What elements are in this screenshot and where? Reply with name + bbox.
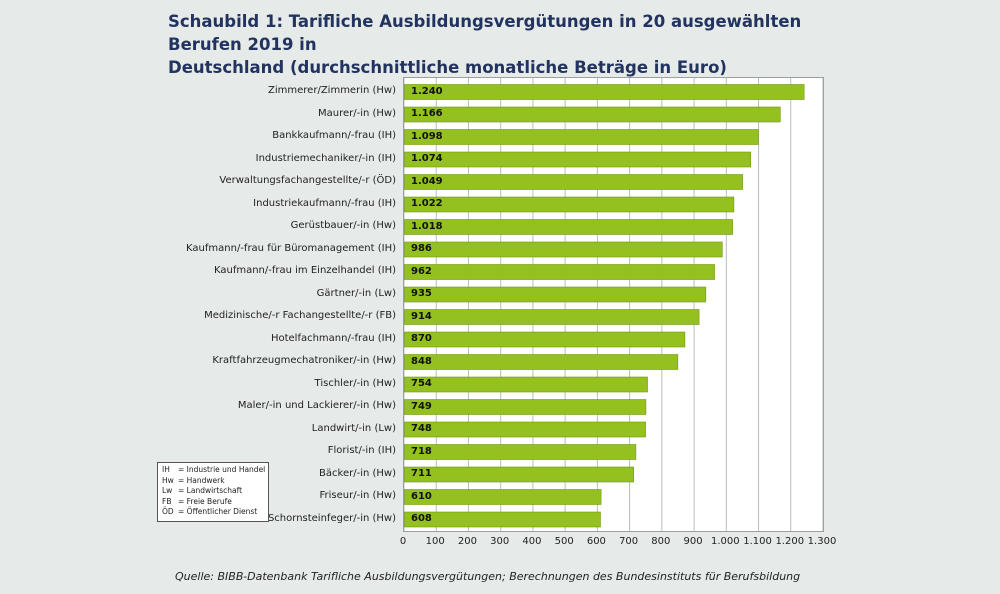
bar-value-label: 914 xyxy=(411,310,432,322)
legend-entry: ÖD = Öffentlicher Dienst xyxy=(162,507,264,518)
bar xyxy=(404,286,707,303)
bar-value-label: 754 xyxy=(411,378,432,389)
bar-value-label: 711 xyxy=(411,468,432,479)
bar xyxy=(404,331,686,348)
bar xyxy=(404,174,743,190)
legend-entry: IH = Industrie und Handel xyxy=(162,465,266,476)
chart-title: Schaubild 1: Tarifliche Ausbildungsvergü… xyxy=(168,10,868,79)
category-label: Bankkaufmann/-frau (IH) xyxy=(272,130,396,141)
legend-abbreviation: ÖD xyxy=(162,507,174,516)
bar-value-label: 748 xyxy=(411,423,432,434)
abbreviation-legend: IH = Industrie und Handel Hw = Handwerk Lw = … xyxy=(157,462,269,522)
bar xyxy=(404,399,647,415)
bar xyxy=(404,511,601,528)
bar-value-label: 986 xyxy=(411,243,432,254)
bar xyxy=(404,444,637,460)
category-label: Kaufmann/-frau im Einzelhandel (IH) xyxy=(213,265,396,276)
x-tick-label: 800 xyxy=(651,536,671,547)
bar-value-label: 1.018 xyxy=(411,220,443,232)
x-tick-label: 1.000 xyxy=(710,536,740,547)
bar xyxy=(404,196,735,213)
bar-value-label: 718 xyxy=(411,445,432,457)
legend-text: = Handwerk xyxy=(178,475,225,485)
bar xyxy=(404,151,751,168)
bar-value-label: 1.240 xyxy=(411,85,443,97)
bar xyxy=(404,421,646,438)
category-label: Zimmerer/Zimmerin (Hw) xyxy=(268,85,396,96)
category-label: Bäcker/-in (Hw) xyxy=(319,467,396,479)
bar-value-label: 935 xyxy=(411,288,432,299)
category-label: Schornsteinfeger/-in (Hw) xyxy=(267,512,396,524)
legend-entry: FB = Freie Berufe xyxy=(162,497,264,508)
category-label: Gärtner/-in (Lw) xyxy=(316,287,396,299)
category-label: Gerüstbauer/-in (Hw) xyxy=(290,220,396,231)
x-tick-label: 600 xyxy=(586,536,606,547)
bar-value-label: 870 xyxy=(411,333,432,344)
x-tick-label: 300 xyxy=(490,536,510,547)
bar-value-label: 1.022 xyxy=(411,198,443,209)
legend-text: = Industrie und Handel xyxy=(178,465,266,474)
x-tick-label: 900 xyxy=(683,536,703,547)
bar-value-label: 749 xyxy=(411,400,432,412)
x-tick-label: 400 xyxy=(522,536,542,547)
chart-title-line-1: Schaubild 1: Tarifliche Ausbildungsvergü… xyxy=(168,12,802,54)
legend-entry: Hw = Handwerk xyxy=(162,476,264,487)
category-label: Maurer/-in (Hw) xyxy=(317,107,396,119)
x-tick-label: 1.300 xyxy=(807,536,837,547)
category-label: Medizinische/-r Fachangestellte/-r (FB) xyxy=(204,310,396,321)
bar-value-label: 848 xyxy=(411,355,432,367)
x-tick-label: 500 xyxy=(554,536,574,547)
chart-title-line-2: Deutschland (durchschnittliche monatlich… xyxy=(168,58,727,77)
bar xyxy=(404,489,602,505)
x-tick-label: 1.100 xyxy=(743,536,772,547)
x-tick-label: 200 xyxy=(457,536,477,547)
bar xyxy=(404,354,679,370)
category-label: Kraftfahrzeugmechatroniker/-in (Hw) xyxy=(212,355,396,366)
bar-value-label: 1.049 xyxy=(411,175,443,187)
bar xyxy=(404,376,648,393)
bar-value-label: 962 xyxy=(411,265,432,277)
category-label: Tischler/-in (Hw) xyxy=(314,377,396,389)
legend-abbreviation: Hw xyxy=(162,475,174,485)
bar xyxy=(404,106,781,123)
bar xyxy=(404,241,723,258)
category-label: Hotelfachmann/-frau (IH) xyxy=(270,332,396,344)
bar xyxy=(404,309,700,325)
bar-value-label: 1.074 xyxy=(411,153,443,164)
category-label: Landwirt/-in (Lw) xyxy=(311,422,396,434)
legend-entry: Lw = Landwirtschaft xyxy=(162,486,264,497)
category-label: Verwaltungsfachangestellte/-r (ÖD) xyxy=(219,175,396,186)
legend-abbreviation: Lw xyxy=(162,486,173,495)
legend-abbreviation: FB xyxy=(162,496,172,506)
x-tick-label: 700 xyxy=(619,536,639,547)
category-label: Maler/-in und Lackierer/-in (Hw) xyxy=(237,400,396,411)
x-tick-label: 1.200 xyxy=(775,536,805,547)
bar-value-label: 610 xyxy=(411,490,432,502)
x-tick-label: 100 xyxy=(425,536,445,547)
category-label: Florist/-in (IH) xyxy=(327,445,396,456)
category-label: Industriekaufmann/-frau (IH) xyxy=(253,197,396,209)
plot-area xyxy=(403,77,824,532)
bar-chart xyxy=(404,78,823,531)
source-note: Quelle: BIBB-Datenbank Tarifliche Ausbil… xyxy=(175,570,801,583)
bar xyxy=(404,219,733,235)
legend-abbreviation: IH xyxy=(162,465,170,474)
legend-text: = Freie Berufe xyxy=(178,496,232,506)
bar xyxy=(404,466,634,483)
bar xyxy=(404,264,715,280)
category-label: Kaufmann/-frau für Büromanagement (IH) xyxy=(186,242,396,254)
x-tick-label: 0 xyxy=(399,536,407,547)
bar-value-label: 1.098 xyxy=(411,130,443,142)
legend-text: = Öffentlicher Dienst xyxy=(178,507,258,516)
category-label: Industriemechaniker/-in (IH) xyxy=(255,152,396,164)
bar-value-label: 608 xyxy=(411,513,432,524)
legend-text: = Landwirtschaft xyxy=(178,486,243,495)
category-label: Friseur/-in (Hw) xyxy=(319,490,397,501)
bar xyxy=(404,129,759,145)
bar xyxy=(404,84,805,100)
bar-value-label: 1.166 xyxy=(411,108,443,119)
